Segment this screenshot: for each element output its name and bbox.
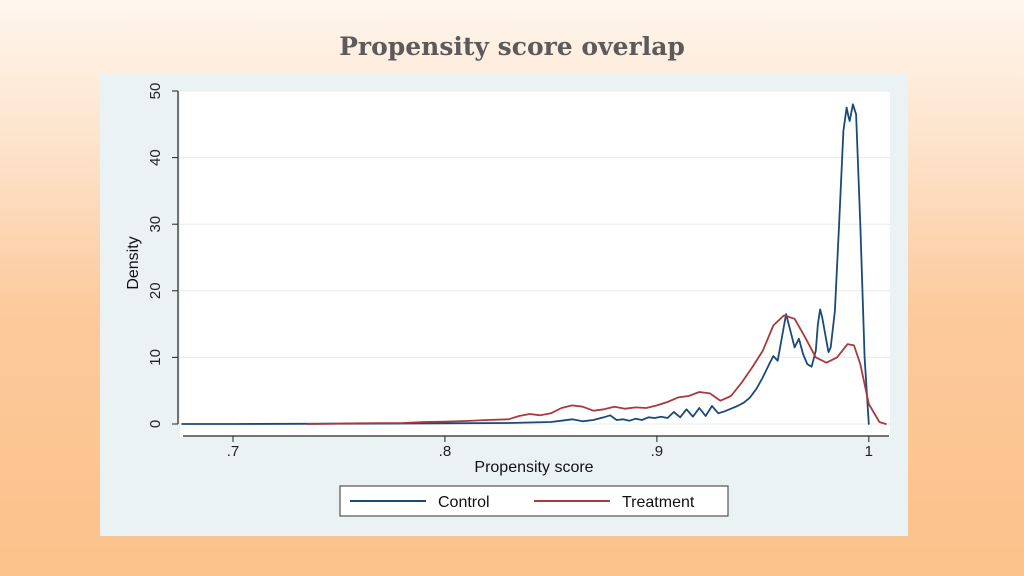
y-tick-label: 0 (147, 420, 164, 428)
x-tick-label: .8 (439, 443, 452, 460)
legend-label-control: Control (438, 494, 490, 511)
chart-panel: 0 10 20 30 40 50 .7 .8 .9 1 Propensity score Den… (100, 74, 908, 536)
x-tick-label: .7 (227, 443, 240, 460)
y-tick-label: 40 (147, 149, 164, 166)
series-line-treatment (306, 314, 887, 425)
density-chart: 0 10 20 30 40 50 .7 .8 .9 1 Propensity score Den… (125, 83, 890, 517)
slide-title: Propensity score overlap (339, 32, 685, 61)
y-tick-label: 10 (147, 349, 164, 366)
gridlines (180, 90, 890, 425)
legend-label-treatment: Treatment (622, 494, 695, 511)
x-axis: .7 .8 .9 1 (227, 436, 873, 460)
series-line-control (181, 103, 870, 425)
x-tick-label: 1 (865, 443, 873, 460)
y-axis-title: Density (125, 236, 142, 289)
y-tick-label: 50 (147, 83, 164, 100)
y-axis: 0 10 20 30 40 50 (147, 83, 178, 428)
legend: Control Treatment (339, 485, 729, 517)
x-tick-label: .9 (651, 443, 664, 460)
x-axis-title: Propensity score (474, 459, 593, 476)
plot-area (180, 91, 890, 437)
y-tick-label: 30 (147, 216, 164, 233)
y-tick-label: 20 (147, 282, 164, 299)
series-layer (181, 103, 887, 425)
